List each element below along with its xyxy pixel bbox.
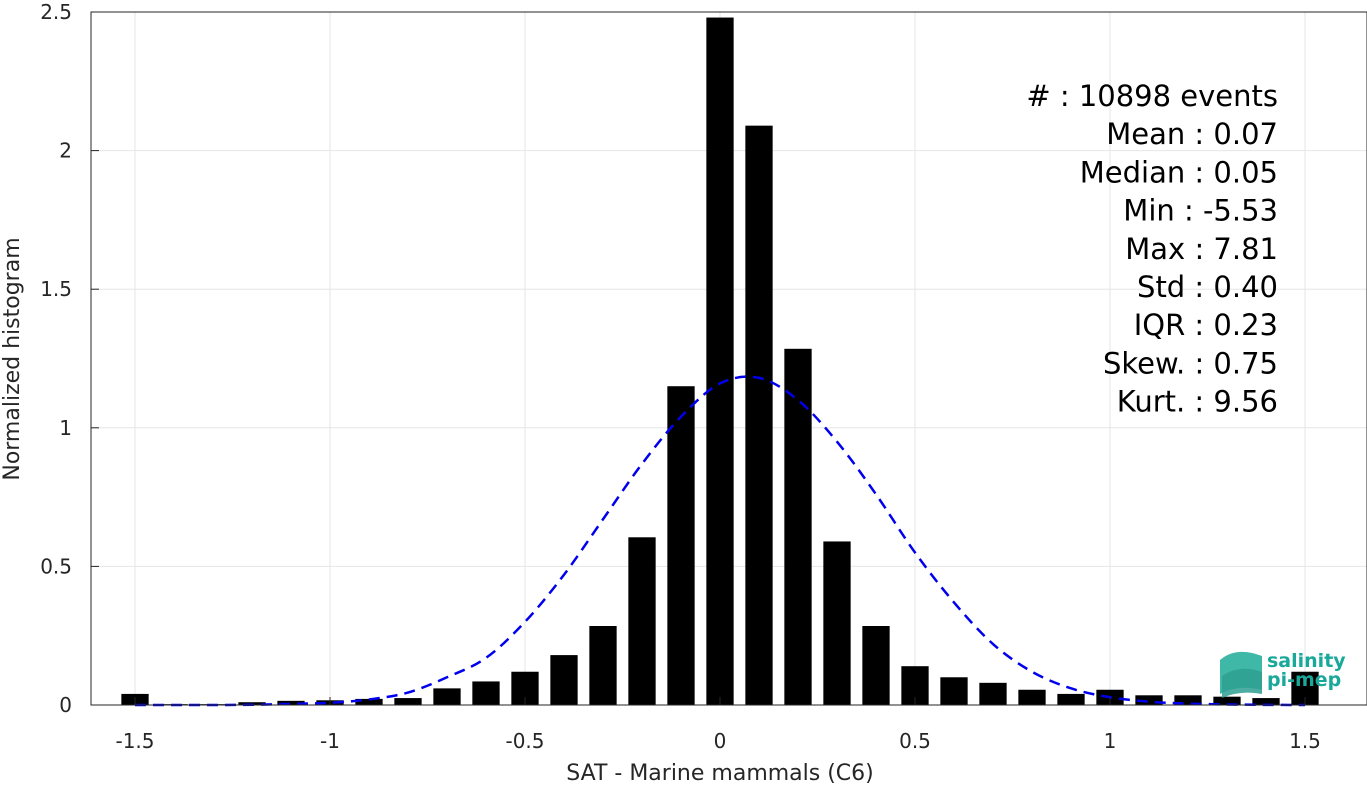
histogram-bar <box>1018 689 1046 705</box>
histogram-bar <box>472 681 500 705</box>
stat-line: Median : 0.05 <box>1080 155 1278 189</box>
histogram-bar <box>1135 695 1163 705</box>
y-tick-label: 1.5 <box>40 277 72 301</box>
x-axis-label: SAT - Marine mammals (C6) <box>566 761 874 785</box>
histogram-bars <box>121 17 1319 706</box>
x-tick-label: -0.5 <box>505 729 544 753</box>
logo-line2: pi-mep <box>1267 669 1341 691</box>
histogram-bar <box>979 682 1007 705</box>
y-axis-label: Normalized histogram <box>0 237 25 480</box>
logo-wave-icon <box>1220 651 1262 698</box>
histogram-bar <box>589 625 617 705</box>
histogram-bar <box>706 17 734 705</box>
stat-line: Max : 7.81 <box>1125 232 1278 266</box>
histogram-bar <box>823 541 851 705</box>
histogram-bar <box>355 698 383 705</box>
histogram-bar <box>667 386 695 705</box>
stat-line: # : 10898 events <box>1026 79 1278 113</box>
histogram-bar <box>862 625 890 705</box>
stats-box: # : 10898 events Mean : 0.07 Median : 0.05… <box>1026 79 1278 419</box>
histogram-bar <box>1174 695 1202 705</box>
x-tick-label: -1.5 <box>115 729 154 753</box>
x-tick-label: 1.5 <box>1289 729 1321 753</box>
y-tick-label: 2.5 <box>40 0 72 24</box>
histogram-bar <box>784 348 812 705</box>
y-tick-label: 1 <box>59 416 72 440</box>
x-tick-label: 1 <box>1104 729 1117 753</box>
y-tick-label: 0.5 <box>40 554 72 578</box>
stat-line: Min : -5.53 <box>1123 194 1278 228</box>
histogram-bar <box>1213 696 1241 705</box>
axes-ticks: -1.5 -1 -0.5 0 0.5 1 1.5 0 0.5 1 1.5 2 2.5 <box>40 0 1321 753</box>
logo-line1: salinity <box>1267 650 1346 672</box>
histogram-bar <box>745 125 773 706</box>
x-tick-label: -1 <box>320 729 340 753</box>
stat-line: Skew. : 0.75 <box>1103 346 1278 380</box>
plot-frame <box>90 11 1367 706</box>
histogram-bar <box>1057 693 1085 705</box>
y-tick-label: 2 <box>59 139 72 163</box>
histogram-bar <box>550 655 578 705</box>
histogram-bar <box>940 677 968 705</box>
stat-line: Kurt. : 9.56 <box>1117 385 1278 419</box>
salinity-pimep-logo: salinity pi-mep <box>1220 650 1346 698</box>
stat-line: Std : 0.40 <box>1137 270 1278 304</box>
stat-line: IQR : 0.23 <box>1134 308 1278 342</box>
histogram-bar <box>277 700 305 705</box>
histogram-bar <box>1252 698 1280 705</box>
histogram-bar <box>394 698 422 705</box>
x-tick-label: 0.5 <box>899 729 931 753</box>
y-tick-label: 0 <box>59 693 72 717</box>
stat-line: Mean : 0.07 <box>1106 117 1278 151</box>
histogram-bar <box>628 537 656 705</box>
x-tick-label: 0 <box>714 729 727 753</box>
histogram-bar <box>433 688 461 705</box>
